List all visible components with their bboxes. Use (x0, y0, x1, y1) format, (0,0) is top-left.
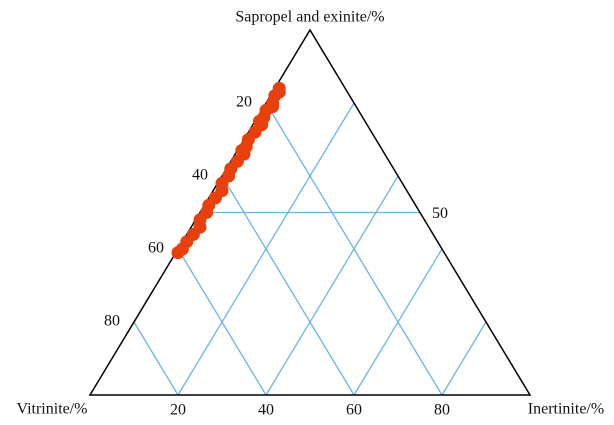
grid-line (265, 175, 399, 396)
right-axis-label: Inertinite/% (528, 401, 604, 418)
grid-line (177, 248, 267, 396)
grid-line (133, 321, 179, 396)
left-tick-label: 40 (192, 167, 208, 184)
grid-line (441, 321, 487, 396)
triangle-frame (88, 28, 532, 396)
bottom-tick-label: 60 (346, 402, 362, 419)
bottom-tick-label: 80 (434, 402, 450, 419)
data-point (171, 246, 185, 260)
grid-line (221, 175, 355, 396)
left-tick-label: 80 (104, 313, 120, 330)
left-tick-label: 20 (236, 94, 252, 111)
grid-line (265, 102, 443, 396)
left-axis-label: Vitrinite/% (16, 401, 87, 418)
bottom-tick-label: 40 (258, 402, 274, 419)
bottom-tick-label: 20 (170, 402, 186, 419)
right-tick-label: 50 (432, 205, 448, 222)
left-tick-label: 60 (148, 240, 164, 257)
top-axis-label: Sapropel and exinite/% (235, 9, 384, 26)
